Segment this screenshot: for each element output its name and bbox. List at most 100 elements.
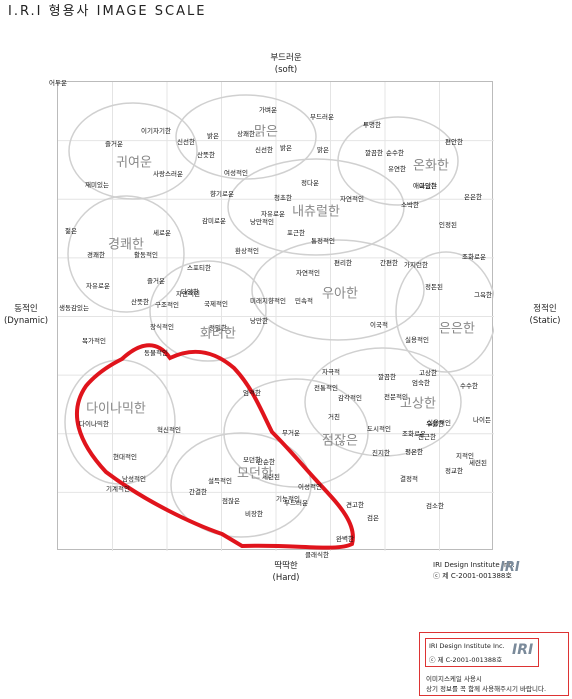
adjective-label: 부드러운: [310, 113, 334, 121]
footer-usage-line1: 이미지스케일 사용시: [426, 675, 482, 683]
adjective-label: 이성적인: [298, 483, 322, 491]
adjective-label: 기능적인: [276, 495, 300, 503]
adjective-label: 무거운: [282, 429, 300, 437]
adjective-label: 점잖은: [222, 497, 240, 505]
adjective-label: 민속적: [295, 297, 313, 305]
axis-left-kr: 동적인: [14, 304, 38, 314]
adjective-label: 편리한: [334, 259, 352, 267]
adjective-label: 맑은: [317, 146, 329, 154]
adjective-label: 목가적인: [82, 337, 106, 345]
adjective-label: 우울한: [426, 420, 444, 428]
axis-left-label: 동적인 (Dynamic): [0, 303, 52, 327]
credit-copyright: ⓒ 제 C-2001-001388호: [433, 572, 512, 580]
adjective-label: 간결한: [189, 488, 207, 496]
adjective-label: 청초한: [274, 194, 292, 202]
axis-bottom-en: (Hard): [272, 573, 300, 583]
adjective-label: 실용적인: [405, 336, 429, 344]
cluster-label: 온화한: [413, 158, 449, 174]
adjective-label: 스포티한: [187, 264, 211, 272]
adjective-label: 전통적인: [314, 384, 338, 392]
adjective-label: 고상한: [419, 369, 437, 377]
cluster-outline: [175, 94, 317, 180]
adjective-label: 은은한: [464, 193, 482, 201]
adjective-label: 향기로운: [210, 190, 234, 198]
cluster-label: 다이나믹한: [86, 401, 146, 417]
adjective-label: 전문적인: [384, 393, 408, 401]
highlight-region: [74, 343, 355, 550]
adjective-label: 자연적인: [340, 195, 364, 203]
grid-lines: [58, 82, 494, 551]
adjective-label: 산뜻한: [131, 298, 149, 306]
adjective-label: 낭만적인: [250, 218, 274, 226]
adjective-label: 실용적인: [427, 419, 451, 427]
adjective-label: 재미있는: [85, 181, 109, 189]
adjective-label: 자유로운: [261, 210, 285, 218]
adjective-label: 깔끔한: [378, 373, 396, 381]
adjective-label: 자유로운: [86, 282, 110, 290]
adjective-label: 국제적인: [204, 300, 228, 308]
adjective-label: 기계적인: [106, 485, 130, 493]
adjective-label: 가벼운: [259, 106, 277, 114]
adjective-label: 엄숙한: [412, 379, 430, 387]
footer-iri-logo: IRI: [512, 642, 534, 658]
adjective-label: 인정된: [439, 221, 457, 229]
cluster-label: 점잖은: [322, 433, 358, 449]
cluster-outline: [304, 347, 462, 457]
axis-right-en: (Static): [529, 316, 561, 326]
adjective-label: 활동적인: [134, 251, 158, 259]
adjective-label: 젊은: [65, 227, 77, 235]
adjective-label: 사랑스러운: [153, 170, 183, 178]
adjective-label: 신선한: [255, 146, 273, 154]
cluster-outline: [149, 260, 267, 362]
credit-block: IRI Design Institute Inc. ⓒ 제 C-2001-001…: [433, 560, 514, 582]
adjective-label: 생동감있는: [59, 304, 89, 312]
cluster-outline: [170, 432, 312, 538]
footer-copyright: ⓒ 제 C-2001-001388호: [429, 656, 503, 664]
adjective-label: 밝은: [207, 132, 219, 140]
adjective-label: 낭만한: [250, 317, 268, 325]
axis-right-label: 정적인 (Static): [519, 303, 571, 327]
cluster-outline: [67, 195, 185, 313]
adjective-label: 가지런한: [404, 261, 428, 269]
cluster-label: 모던한: [237, 466, 273, 482]
adjective-label: 이기자기한: [141, 127, 171, 135]
diagram-canvas: [58, 82, 494, 551]
footer-company: IRI Design Institute Inc.: [429, 642, 505, 650]
adjective-label: 다이나믹한: [79, 420, 109, 428]
adjective-label: 클래식한: [305, 551, 329, 559]
adjective-label: 환상적인: [235, 247, 259, 255]
image-scale-chart: 가벼운 부드러운 투명한 이기자기한 밝은 상쾌한 신선한 즐거운 산뜻한 신선한 밝은 맑은 깔끔한 순…: [49, 79, 494, 559]
adjective-label: 포근한: [287, 229, 305, 237]
footer-notice-box: IRI Design Institute Inc. ⓒ 제 C-2001-001…: [419, 632, 569, 696]
adjective-label: 장식적인: [150, 323, 174, 331]
credit-company: IRI Design Institute Inc.: [433, 561, 515, 569]
adjective-label: 자극적: [322, 368, 340, 376]
adjective-label: 정돈된: [425, 283, 443, 291]
adjective-label: 감미로운: [202, 217, 226, 225]
adjective-label: 깔끔한: [365, 149, 383, 157]
adjective-label: 그윽한: [474, 291, 492, 299]
adjective-label: 거친: [328, 413, 340, 421]
cluster-label: 우아한: [322, 286, 358, 302]
cluster-outline: [395, 251, 494, 373]
cluster-label: 맑은: [254, 124, 278, 140]
adjective-label: 수수한: [460, 382, 478, 390]
adjective-label: 경쾌한: [87, 251, 105, 259]
adjective-label: 세로운: [153, 229, 171, 237]
adjective-label: 조화로운: [462, 253, 486, 261]
page-title: I.R.I 형용사 IMAGE SCALE: [8, 4, 207, 19]
adjective-label: 즐거운: [147, 277, 165, 285]
adjective-label: 편안한: [445, 138, 463, 146]
adjective-label: 구조적인: [155, 301, 179, 309]
adjective-label: 통정적인: [311, 237, 335, 245]
adjective-label: 완벽한: [336, 535, 354, 543]
axis-bottom-label: 딱딱한 (Hard): [256, 560, 316, 584]
adjective-label: 지적인: [456, 452, 474, 460]
adjective-label: 애교있는: [413, 182, 437, 190]
adjective-label: 검소한: [426, 502, 444, 510]
adjective-label: 신선한: [177, 138, 195, 146]
adjective-label: 소박한: [401, 201, 419, 209]
axis-bottom-kr: 딱딱한: [274, 561, 298, 571]
adjective-label: 모던한: [243, 456, 261, 464]
adjective-label: 검은: [367, 514, 379, 522]
